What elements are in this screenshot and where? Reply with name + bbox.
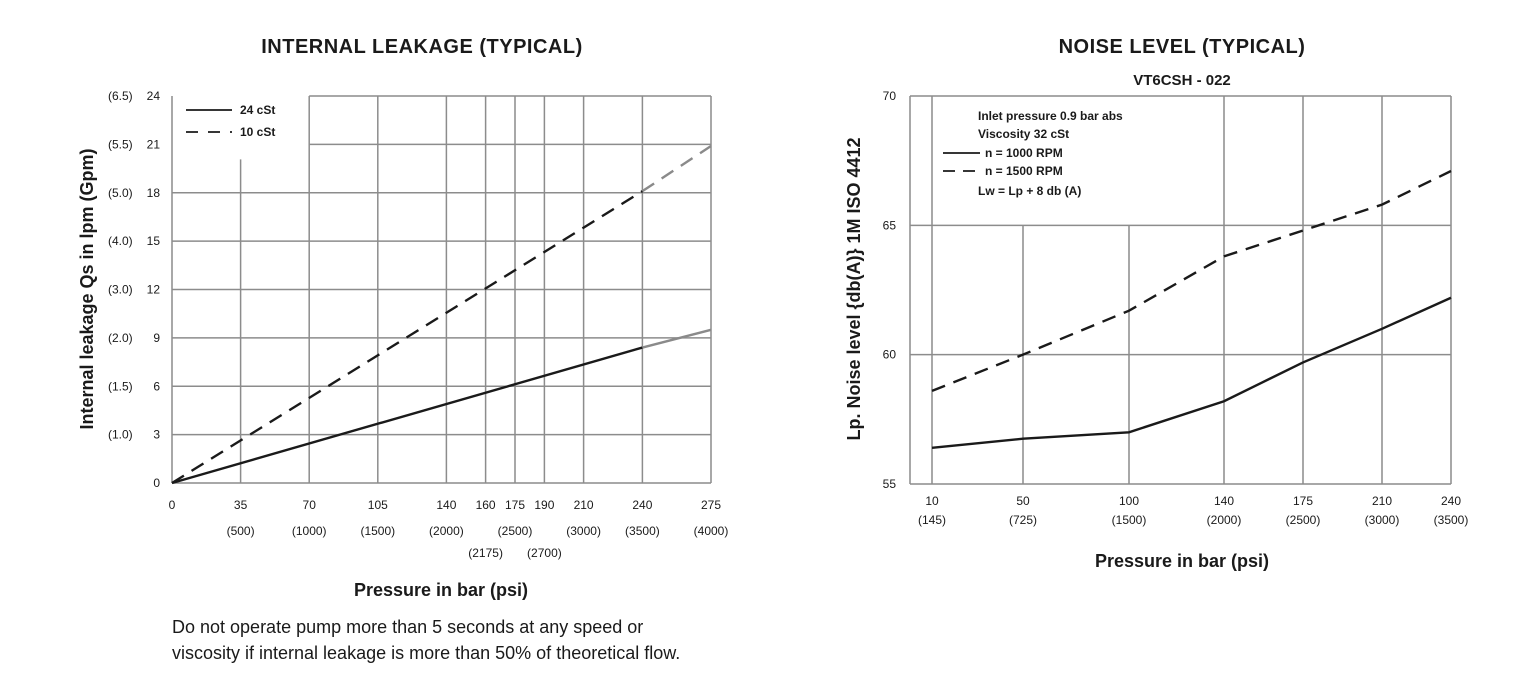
leakage-y-tick-sublabel: (5.5) — [108, 137, 133, 151]
noise-y-tick-label: 70 — [883, 89, 897, 103]
noise-series-0-line — [931, 296, 1452, 449]
noise-x-tick-label: 50 — [1016, 494, 1030, 508]
leakage-y-tick-sublabel: (6.5) — [108, 89, 133, 103]
noise-x-tick-sublabel: (145) — [918, 513, 946, 527]
noise-x-tick-label: 210 — [1372, 494, 1392, 508]
leakage-x-tick-label: 70 — [303, 498, 317, 512]
noise-x-tick-label: 140 — [1214, 494, 1234, 508]
leakage-legend-label: 24 cSt — [240, 103, 275, 117]
leakage-y-tick-label: 9 — [153, 331, 160, 345]
leakage-x-tick-label: 0 — [169, 498, 176, 512]
leakage-x-tick-label: 105 — [368, 498, 388, 512]
noise-annotation-inlet: Inlet pressure 0.9 bar abs — [978, 109, 1123, 123]
leakage-y-tick-sublabel: (3.0) — [108, 283, 133, 297]
leakage-series-1-line — [171, 190, 644, 485]
leakage-x-tick-sublabel: (3000) — [566, 524, 601, 538]
leakage-legend-label: 10 cSt — [240, 125, 275, 139]
leakage-x-tick-sublabel: (2500) — [498, 524, 533, 538]
leakage-y-axis-title: Internal leakage Qs in lpm (Gpm) — [77, 148, 97, 429]
operating-note-line-2: viscosity if internal leakage is more th… — [172, 643, 681, 663]
noise-x-tick-sublabel: (725) — [1009, 513, 1037, 527]
leakage-series-0-line — [171, 346, 643, 485]
noise-y-axis-title: Lp. Noise level {db(A)} 1M ISO 4412 — [844, 137, 864, 440]
leakage-x-tick-sublabel: (4000) — [694, 524, 729, 538]
noise-x-tick-label: 100 — [1119, 494, 1139, 508]
leakage-y-tick-label: 3 — [153, 428, 160, 442]
noise-chart-subtitle: VT6CSH - 022 — [1133, 72, 1231, 89]
leakage-x-tick-label: 240 — [632, 498, 652, 512]
noise-series-1-line — [931, 169, 1452, 392]
leakage-y-tick-label: 18 — [147, 186, 161, 200]
noise-x-tick-label: 10 — [925, 494, 939, 508]
leakage-y-tick-label: 0 — [153, 476, 160, 490]
leakage-y-tick-label: 21 — [147, 137, 161, 151]
noise-annotation-viscosity: Viscosity 32 cSt — [978, 127, 1069, 141]
leakage-series-0-extension — [642, 328, 712, 349]
noise-x-tick-sublabel: (3500) — [1434, 513, 1469, 527]
noise-x-tick-sublabel: (2500) — [1286, 513, 1321, 527]
leakage-series-1-extension — [641, 144, 712, 193]
leakage-x-tick-sublabel: (2175) — [468, 546, 503, 560]
leakage-y-tick-label: 24 — [147, 89, 161, 103]
leakage-y-tick-sublabel: (1.0) — [108, 428, 133, 442]
leakage-y-tick-sublabel: (2.0) — [108, 331, 133, 345]
leakage-y-tick-label: 6 — [153, 379, 160, 393]
noise-x-tick-label: 175 — [1293, 494, 1313, 508]
noise-y-tick-label: 65 — [883, 218, 897, 232]
noise-x-tick-label: 240 — [1441, 494, 1461, 508]
leakage-x-tick-label: 210 — [574, 498, 594, 512]
leakage-x-tick-label: 35 — [234, 498, 248, 512]
leakage-x-tick-label: 175 — [505, 498, 525, 512]
leakage-x-tick-sublabel: (2700) — [527, 546, 562, 560]
operating-note: Do not operate pump more than 5 seconds … — [172, 614, 812, 666]
operating-note-line-1: Do not operate pump more than 5 seconds … — [172, 617, 644, 637]
leakage-x-tick-sublabel: (3500) — [625, 524, 660, 538]
leakage-x-axis-title: Pressure in bar (psi) — [353, 580, 529, 600]
leakage-x-tick-sublabel: (1500) — [360, 524, 395, 538]
leakage-y-tick-sublabel: (5.0) — [108, 186, 133, 200]
noise-x-tick-sublabel: (2000) — [1207, 513, 1242, 527]
leakage-x-tick-label: 190 — [534, 498, 554, 512]
noise-x-tick-sublabel: (3000) — [1365, 513, 1400, 527]
noise-x-tick-sublabel: (1500) — [1112, 513, 1147, 527]
leakage-y-tick-sublabel: (4.0) — [108, 234, 133, 248]
noise-chart-title: NOISE LEVEL (TYPICAL) — [1058, 36, 1306, 58]
leakage-y-tick-sublabel: (1.5) — [108, 379, 133, 393]
leakage-x-tick-sublabel: (1000) — [292, 524, 327, 538]
noise-legend-label: n = 1000 RPM — [985, 146, 1063, 160]
noise-y-tick-label: 55 — [883, 477, 897, 491]
noise-y-tick-label: 60 — [883, 348, 897, 362]
leakage-x-tick-label: 160 — [476, 498, 496, 512]
leakage-y-tick-label: 12 — [147, 283, 161, 297]
leakage-y-tick-label: 15 — [147, 234, 161, 248]
leakage-x-tick-label: 140 — [436, 498, 456, 512]
leakage-chart-title: INTERNAL LEAKAGE (TYPICAL) — [261, 36, 583, 58]
leakage-x-tick-label: 275 — [701, 498, 721, 512]
leakage-x-tick-sublabel: (500) — [227, 524, 255, 538]
noise-annotation-lw: Lw = Lp + 8 db (A) — [978, 184, 1081, 198]
leakage-x-tick-sublabel: (2000) — [429, 524, 464, 538]
noise-legend-label: n = 1500 RPM — [985, 164, 1063, 178]
noise-x-axis-title: Pressure in bar (psi) — [1094, 551, 1270, 571]
